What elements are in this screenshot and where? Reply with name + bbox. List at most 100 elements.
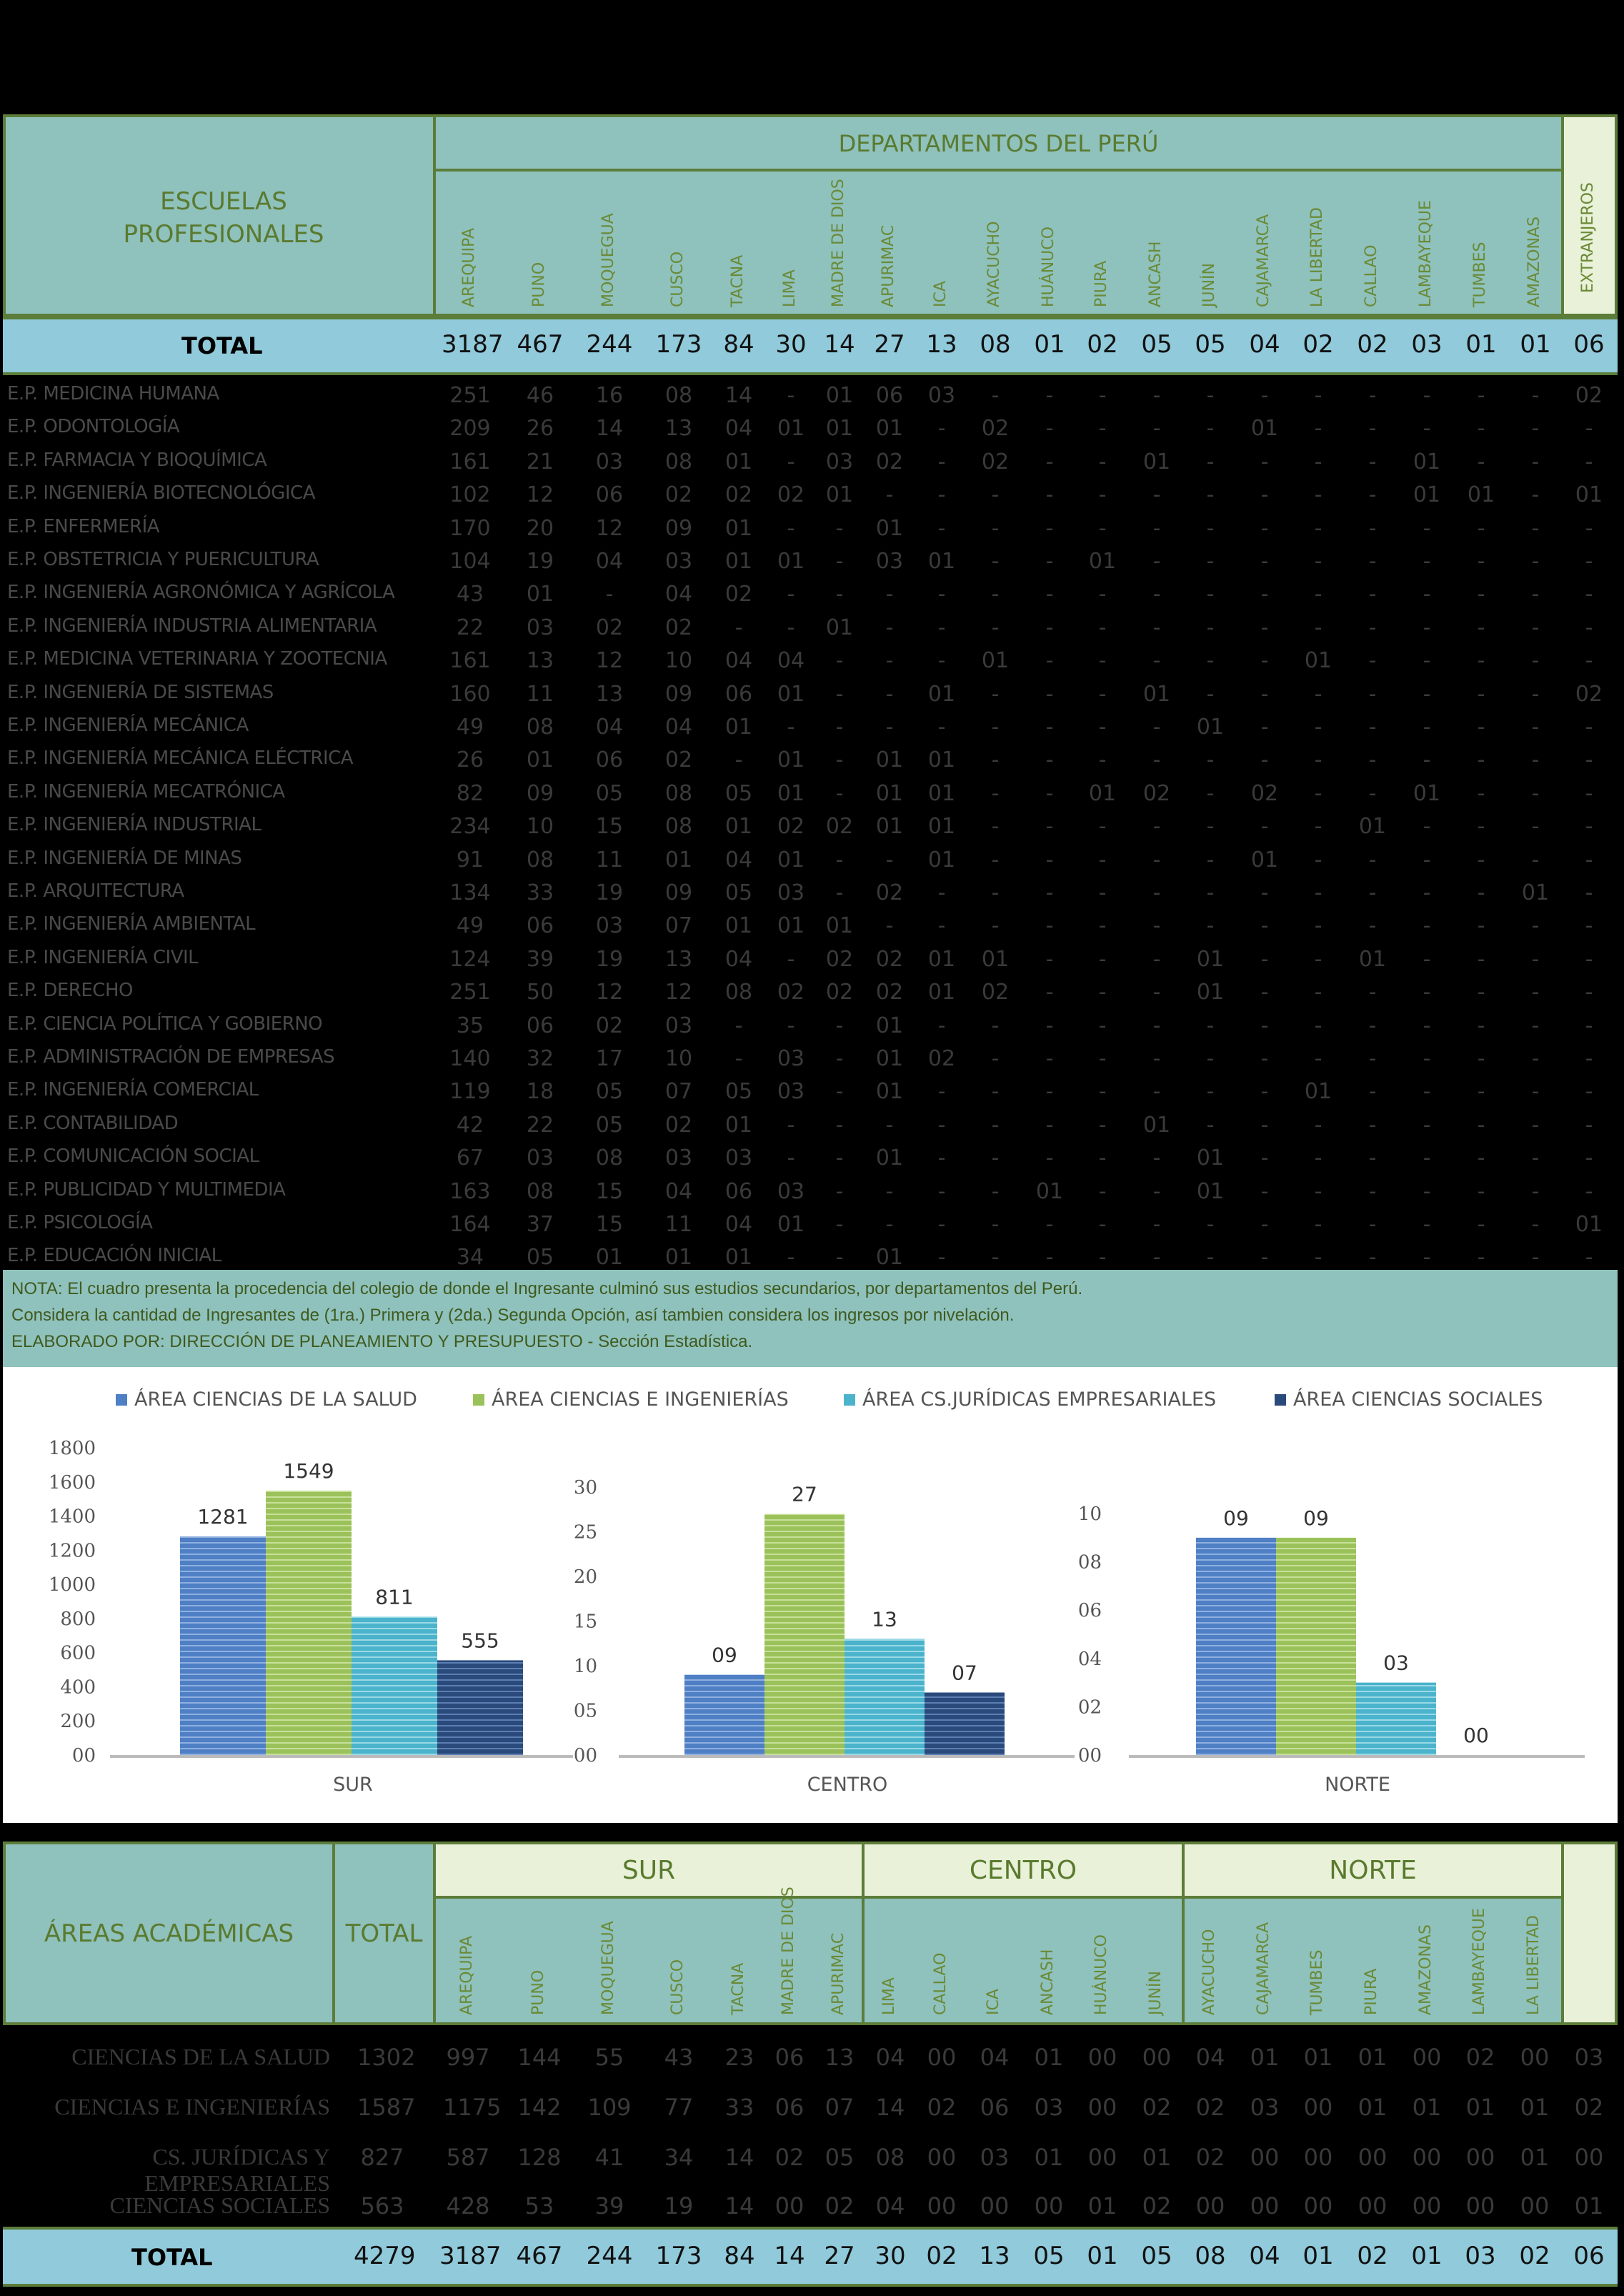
region-column-header: CAJAMARCA <box>1255 1922 1272 2015</box>
table-cell: - <box>1045 648 1054 674</box>
table-cell: - <box>937 582 946 607</box>
y-tick-label: 1000 <box>49 1574 96 1596</box>
school-name: E.P. INGENIERÍA CIVIL <box>7 946 199 968</box>
table-cell: 01 <box>1196 946 1225 972</box>
table-cell: - <box>1260 1079 1269 1105</box>
y-tick-label: 25 <box>574 1522 597 1544</box>
bar-label: 555 <box>461 1629 499 1652</box>
region-header-cell: NORTE <box>1182 1842 1564 1899</box>
y-tick-label: 10 <box>1078 1504 1102 1525</box>
table-cell: - <box>1045 980 1054 1005</box>
areas-foreign-header-cell <box>1561 1842 1618 2025</box>
area-total: 563 <box>360 2192 404 2220</box>
table-cell: - <box>1314 515 1322 541</box>
table-cell: - <box>835 747 844 773</box>
table-cell: - <box>1477 582 1485 607</box>
table-cell: - <box>1098 615 1107 640</box>
area-cell: 00 <box>1303 2192 1333 2220</box>
table-cell: - <box>1423 747 1431 773</box>
table-cell: - <box>1423 648 1431 674</box>
table-cell: - <box>1477 814 1485 840</box>
table-cell: - <box>1368 880 1377 905</box>
department-header: CUSCO <box>669 251 687 307</box>
table-cell: - <box>1260 1046 1269 1071</box>
area-cell: 05 <box>825 2144 855 2171</box>
areas-total-value: 02 <box>1357 2242 1388 2270</box>
areas-total-grand: 4279 <box>354 2242 416 2270</box>
areas-total-value: 244 <box>586 2242 633 2270</box>
table-cell: - <box>1531 814 1540 840</box>
table-cell: - <box>1585 880 1593 905</box>
area-cell: 14 <box>724 2192 754 2220</box>
table-cell: - <box>835 880 844 905</box>
area-cell: 14 <box>724 2144 754 2171</box>
school-name: E.P. INGENIERÍA DE MINAS <box>7 847 242 869</box>
area-cell: 00 <box>1034 2192 1064 2220</box>
table-cell: 03 <box>777 880 805 905</box>
table-cell: 09 <box>526 780 554 806</box>
area-row-group: CIENCIAS DE LA SALUD 1302 997 144 55 43 23 06 13… <box>0 2037 1624 2079</box>
table-cell: 06 <box>875 383 904 408</box>
table-cell: - <box>1045 582 1054 607</box>
y-tick-label: 04 <box>1078 1649 1102 1670</box>
table-cell: - <box>1098 383 1107 408</box>
bar <box>1356 1682 1436 1755</box>
table-cell: - <box>1531 681 1540 707</box>
table-cell: 01 <box>1196 980 1225 1005</box>
total-value: 27 <box>874 330 905 359</box>
table-cell: - <box>1152 814 1161 840</box>
school-name: E.P. INGENIERÍA INDUSTRIAL <box>7 814 261 836</box>
table-cell: 119 <box>449 1079 491 1105</box>
table-cell: 01 <box>981 946 1010 972</box>
table-cell: 04 <box>724 1212 753 1237</box>
total-value: 01 <box>1465 330 1497 359</box>
table-row: E.P. DERECHO 251 50 12 12 08 02 02 02 01 02 - - - 01 - -… <box>0 975 1624 1008</box>
table-cell: - <box>1206 383 1215 408</box>
school-name: E.P. PUBLICIDAD Y MULTIMEDIA <box>7 1178 286 1201</box>
table-cell: 01 <box>1142 449 1171 474</box>
table-cell: 15 <box>595 1178 624 1204</box>
total-value: 02 <box>1087 330 1118 359</box>
area-cell: 02 <box>927 2094 957 2121</box>
areas-header-label: ÁREAS ACADÉMICAS <box>44 1919 294 1948</box>
table-cell: - <box>734 747 743 773</box>
category-label: SUR <box>333 1774 373 1796</box>
department-header: MADRE DE DIOS <box>830 179 847 307</box>
table-cell: 02 <box>664 1112 693 1138</box>
table-row: E.P. INGENIERÍA MECÁNICA ELÉCTRICA 26 01 06… <box>0 743 1624 776</box>
table-cell: - <box>1477 549 1485 574</box>
table-cell: - <box>1045 383 1054 408</box>
table-cell: 01 <box>724 1112 753 1138</box>
areas-total-value: 03 <box>1465 2242 1496 2270</box>
table-cell: 42 <box>456 1112 484 1138</box>
table-cell: - <box>1098 582 1107 607</box>
total-value: 30 <box>775 330 807 359</box>
department-header: TACNA <box>729 254 747 307</box>
table-cell: 08 <box>595 1145 624 1171</box>
table-cell: - <box>937 1245 946 1271</box>
table-cell: 01 <box>927 980 956 1005</box>
table-cell: 04 <box>724 416 753 442</box>
table-cell: - <box>835 780 844 806</box>
table-cell: - <box>1098 416 1107 442</box>
region-header-cell: SUR <box>433 1842 865 1899</box>
foreign-header-cell <box>1561 114 1618 317</box>
area-cell: 00 <box>1520 2192 1550 2220</box>
school-name: E.P. INGENIERÍA AGRONÓMICA Y AGRÍCOLA <box>7 582 395 604</box>
table-cell: 02 <box>664 482 693 508</box>
table-cell: - <box>1368 648 1377 674</box>
table-cell: 01 <box>927 847 956 873</box>
charts-svg: ÁREA CIENCIAS DE LA SALUD ÁREA CIENCIAS E… <box>49 1388 1585 1796</box>
region-column-header: TUMBES <box>1308 1949 1326 2015</box>
school-name: E.P. MEDICINA VETERINARIA Y ZOOTECNIA <box>7 648 387 670</box>
table-cell: 251 <box>449 980 491 1005</box>
table-cell: 01 <box>724 515 753 541</box>
table-cell: - <box>991 482 1000 508</box>
table-cell: 06 <box>724 681 753 707</box>
total-value: 04 <box>1249 330 1280 359</box>
table-cell: 08 <box>724 980 753 1005</box>
table-cell: - <box>1260 1112 1269 1138</box>
total-value: 13 <box>926 330 957 359</box>
table-cell: - <box>1531 980 1540 1005</box>
table-cell: - <box>1314 847 1322 873</box>
